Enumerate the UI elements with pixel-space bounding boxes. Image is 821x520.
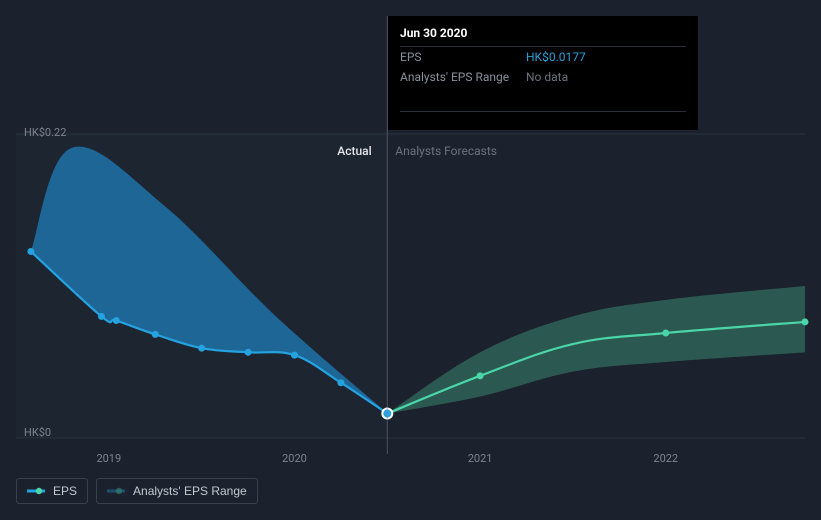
x-axis-label: 2021 [468, 452, 493, 465]
legend-item-label: EPS [53, 484, 77, 498]
tooltip-row-value: HK$0.0177 [526, 50, 586, 64]
legend-swatch-icon [27, 486, 45, 496]
legend-item[interactable]: EPS [16, 478, 88, 504]
tooltip-row-value: No data [526, 70, 568, 84]
tooltip-row: Analysts' EPS Range No data [400, 67, 686, 87]
tooltip-row-label: Analysts' EPS Range [400, 70, 518, 84]
y-axis-label: HK$0 [24, 426, 51, 439]
tooltip: Jun 30 2020 EPS HK$0.0177 Analysts' EPS Ra… [388, 16, 698, 130]
legend-item[interactable]: Analysts' EPS Range [96, 478, 258, 504]
x-axis-label: 2020 [282, 452, 307, 465]
actual-label: Actual [337, 144, 371, 158]
forecast-label: Analysts Forecasts [395, 144, 497, 158]
x-axis-label: 2022 [653, 452, 678, 465]
eps-chart: HK$0.22 HK$0 2019 2020 2021 2022 Actual Anal… [0, 0, 821, 520]
legend-item-label: Analysts' EPS Range [133, 484, 247, 498]
legend-swatch-icon [107, 486, 125, 496]
x-axis-label: 2019 [96, 452, 121, 465]
tooltip-row: EPS HK$0.0177 [400, 47, 686, 67]
tooltip-row-label: EPS [400, 50, 518, 64]
legend: EPS Analysts' EPS Range [16, 478, 258, 504]
tooltip-date: Jun 30 2020 [400, 26, 686, 47]
y-axis-label: HK$0.22 [24, 126, 66, 139]
